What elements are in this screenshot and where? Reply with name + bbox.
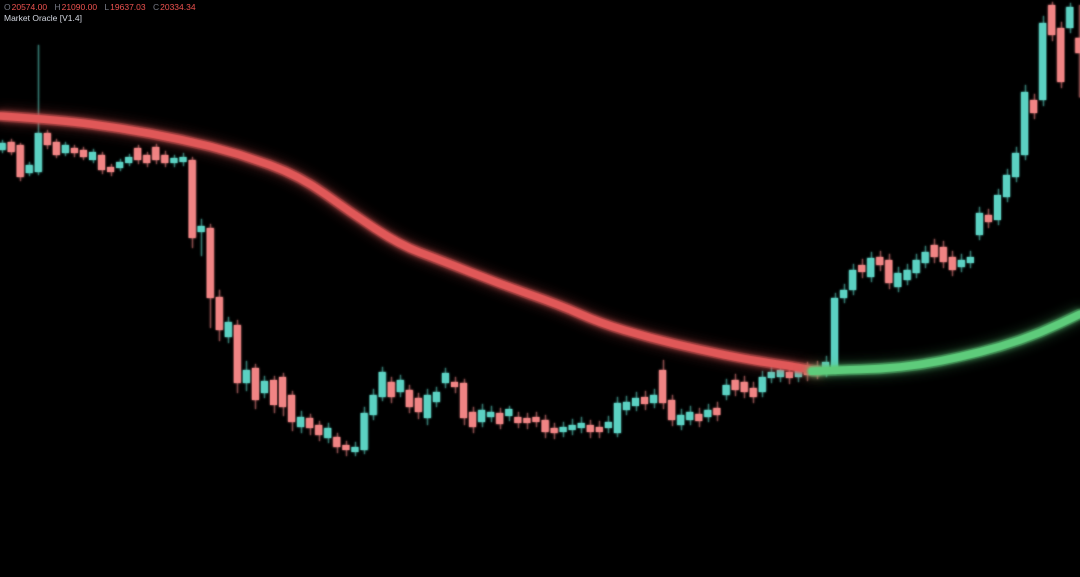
ohlc-value: 20334.34 (160, 2, 196, 12)
ohlc-legend-row[interactable]: O20574.00 H21090.00 L19637.03 C20334.34 (4, 2, 201, 12)
indicator-legend-row[interactable]: Market Oracle [V1.4] (4, 13, 201, 23)
ohlc-item-close: C20334.34 (153, 2, 196, 12)
ohlc-label: O (4, 2, 11, 12)
ohlc-value: 20574.00 (11, 2, 48, 12)
indicator-name: Market Oracle [V1.4] (4, 13, 82, 23)
ohlc-label: L (104, 2, 110, 12)
chart-legend: O20574.00 H21090.00 L19637.03 C20334.34 … (4, 2, 201, 23)
ohlc-item-high: H21090.00 (54, 2, 97, 12)
ohlc-value: 19637.03 (110, 2, 146, 12)
ohlc-item-open: O20574.00 (4, 2, 47, 12)
ohlc-item-low: L19637.03 (104, 2, 145, 12)
ohlc-value: 21090.00 (61, 2, 98, 12)
ohlc-label: H (54, 2, 61, 12)
ohlc-label: C (152, 2, 160, 12)
